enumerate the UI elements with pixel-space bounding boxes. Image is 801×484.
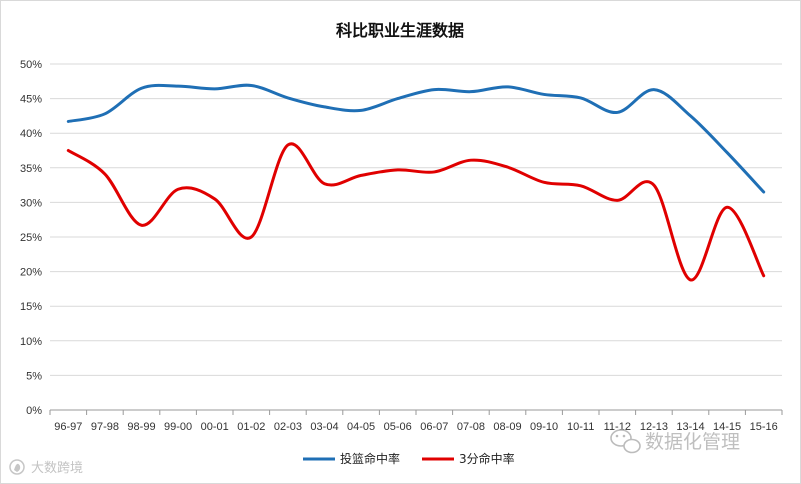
data-point xyxy=(323,105,326,108)
data-point xyxy=(177,188,180,191)
x-tick-label: 96-97 xyxy=(54,421,82,433)
data-point xyxy=(323,182,326,185)
x-tick-label: 12-13 xyxy=(640,421,668,433)
data-point xyxy=(250,84,253,87)
series-line-0 xyxy=(66,83,766,194)
data-point xyxy=(579,184,582,187)
x-tick-label: 97-98 xyxy=(91,421,119,433)
data-point xyxy=(726,206,729,209)
legend-label-3p: 3分命中率 xyxy=(459,451,515,466)
y-tick-label: 15% xyxy=(20,301,42,313)
data-point xyxy=(396,168,399,171)
watermark-left: 大数跨境 xyxy=(9,459,83,476)
data-point xyxy=(652,88,655,91)
chart-title: 科比职业生涯数据 xyxy=(336,21,464,40)
y-tick-label: 5% xyxy=(26,370,42,382)
y-tick-label: 30% xyxy=(20,197,42,209)
axes: 0% 5% 10% 15% 20% 25% 30% 35% 40% 45% 50% 96-97 97-9… xyxy=(20,59,783,433)
y-tick-label: 0% xyxy=(26,405,42,417)
data-point xyxy=(762,191,765,194)
x-tick-label: 06-07 xyxy=(420,421,448,433)
data-point xyxy=(726,151,729,154)
data-point xyxy=(433,88,436,91)
x-tick-label: 02-03 xyxy=(274,421,302,433)
wechat-icon xyxy=(610,429,641,454)
data-point xyxy=(286,143,289,146)
y-tick-label: 20% xyxy=(20,267,42,279)
data-point xyxy=(250,236,253,239)
gridlines xyxy=(50,63,782,376)
data-point xyxy=(616,199,619,202)
data-point xyxy=(506,85,509,88)
x-tick-label: 98-99 xyxy=(127,421,155,433)
x-tick-label: 01-02 xyxy=(237,421,265,433)
data-point xyxy=(506,166,509,169)
x-tick-label: 14-15 xyxy=(713,421,741,433)
data-point xyxy=(543,93,546,96)
x-tick-label: 15-16 xyxy=(750,421,778,433)
x-tick-label: 08-09 xyxy=(493,421,521,433)
data-point xyxy=(469,159,472,162)
data-point xyxy=(689,278,692,281)
y-tick-label: 35% xyxy=(20,163,42,175)
data-point xyxy=(286,96,289,99)
data-point xyxy=(396,97,399,100)
data-point xyxy=(543,181,546,184)
data-point xyxy=(140,224,143,227)
data-point xyxy=(103,112,106,115)
data-point xyxy=(140,87,143,90)
y-tick-label: 40% xyxy=(20,128,42,140)
legend-label-fg: 投篮命中率 xyxy=(340,451,400,466)
x-tick-label: 10-11 xyxy=(567,421,594,433)
data-point xyxy=(433,170,436,173)
data-point xyxy=(616,111,619,114)
watermark-right-text: 数据化管理 xyxy=(645,431,740,453)
y-tick-label: 25% xyxy=(20,232,42,244)
x-tick-label: 09-10 xyxy=(530,421,558,433)
data-point xyxy=(67,120,70,123)
x-tick-label: 05-06 xyxy=(384,421,412,433)
data-point xyxy=(103,173,106,176)
data-point xyxy=(177,85,180,88)
series-lines xyxy=(66,83,766,282)
data-point xyxy=(213,197,216,200)
watermark-right: 数据化管理 xyxy=(610,429,740,454)
x-tick-label: 13-14 xyxy=(676,421,704,433)
x-tick-label: 99-00 xyxy=(164,421,192,433)
data-point xyxy=(652,184,655,187)
data-point xyxy=(469,90,472,93)
y-tick-label: 45% xyxy=(20,94,42,106)
data-point xyxy=(579,96,582,99)
y-tick-label: 50% xyxy=(20,59,42,71)
series-line-1 xyxy=(66,142,766,282)
x-tick-label: 03-04 xyxy=(310,421,338,433)
data-point xyxy=(213,87,216,90)
y-tick-label: 10% xyxy=(20,336,42,348)
data-point xyxy=(689,114,692,117)
x-tick-label: 00-01 xyxy=(201,421,229,433)
fire-logo-icon xyxy=(9,459,25,475)
x-tick-label: 07-08 xyxy=(457,421,485,433)
legend: 投篮命中率 3分命中率 xyxy=(303,451,515,466)
data-point xyxy=(360,109,363,112)
data-point xyxy=(67,149,70,152)
x-tick-label: 04-05 xyxy=(347,421,375,433)
data-point xyxy=(762,274,765,277)
data-point xyxy=(360,174,363,177)
watermark-left-text: 大数跨境 xyxy=(31,461,83,476)
